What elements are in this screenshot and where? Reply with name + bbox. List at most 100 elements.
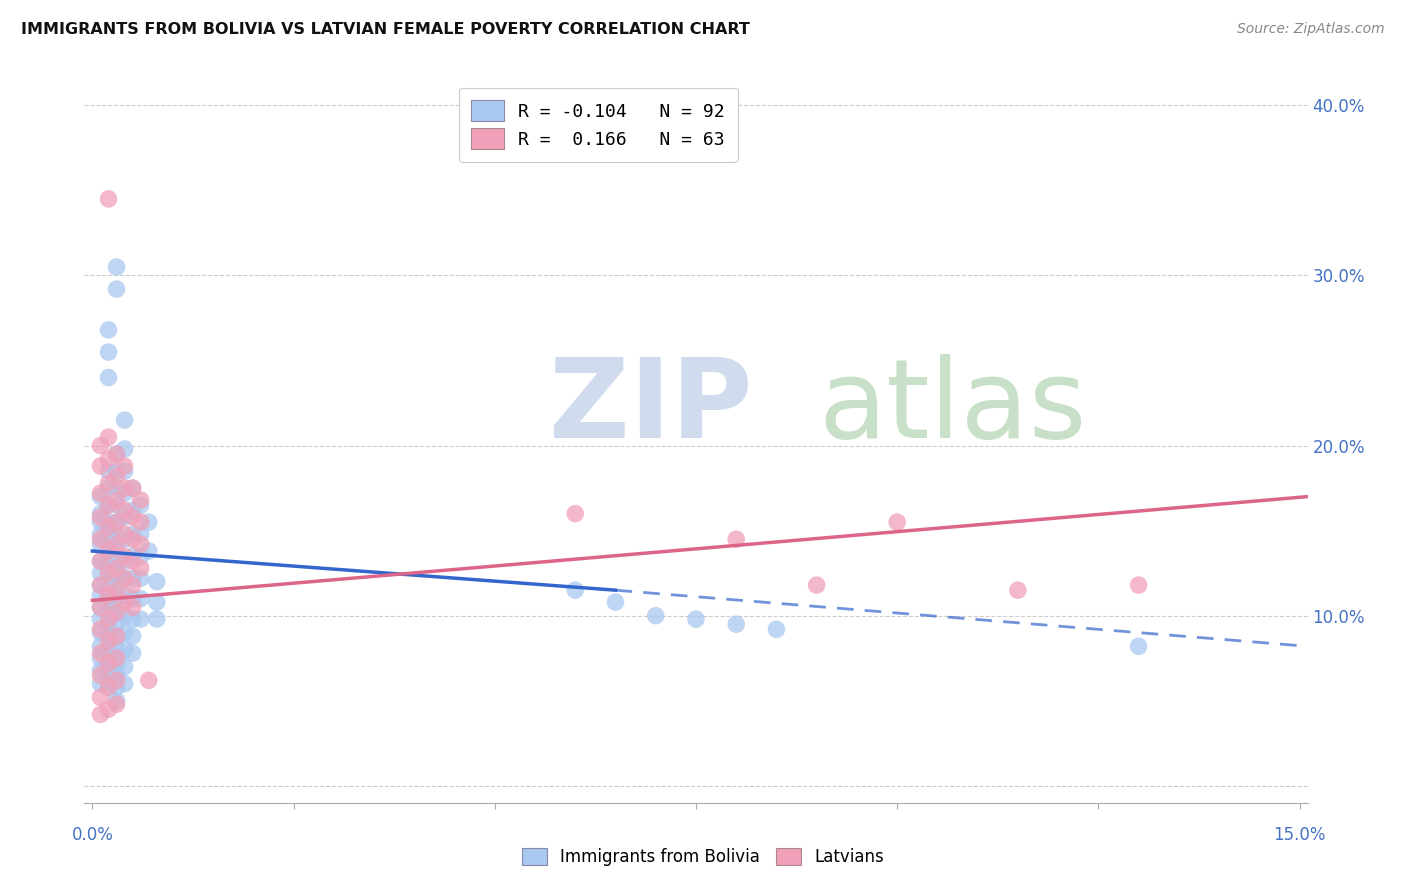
Point xyxy=(114,413,136,427)
Point xyxy=(121,532,143,546)
Point xyxy=(114,503,136,517)
Point xyxy=(105,537,128,551)
Point xyxy=(105,578,128,592)
Point xyxy=(564,507,586,521)
Point xyxy=(89,640,111,654)
Point xyxy=(121,554,143,568)
Point xyxy=(97,642,120,657)
Point xyxy=(114,625,136,640)
Point xyxy=(89,515,111,529)
Point xyxy=(105,605,128,619)
Point xyxy=(89,458,111,473)
Point xyxy=(121,571,143,585)
Point xyxy=(89,612,111,626)
Point xyxy=(97,498,120,512)
Point xyxy=(97,566,120,581)
Point xyxy=(114,677,136,691)
Point xyxy=(121,527,143,541)
Point xyxy=(97,657,120,671)
Point xyxy=(105,515,128,529)
Point xyxy=(114,464,136,478)
Point xyxy=(105,554,128,568)
Point xyxy=(105,527,128,541)
Point xyxy=(806,578,828,592)
Point xyxy=(89,486,111,500)
Point xyxy=(105,697,128,711)
Point xyxy=(121,612,143,626)
Point xyxy=(605,595,627,609)
Point xyxy=(105,447,128,461)
Point xyxy=(105,680,128,694)
Point xyxy=(138,515,160,529)
Point xyxy=(89,690,111,705)
Point xyxy=(105,651,128,665)
Point xyxy=(105,561,128,575)
Point xyxy=(89,532,111,546)
Point xyxy=(121,481,143,495)
Point xyxy=(564,583,586,598)
Point xyxy=(97,541,120,555)
Point xyxy=(121,510,143,524)
Point xyxy=(89,600,111,615)
Point xyxy=(89,537,111,551)
Point xyxy=(138,544,160,558)
Point xyxy=(105,493,128,508)
Point xyxy=(97,452,120,467)
Point xyxy=(105,668,128,682)
Point xyxy=(89,646,111,660)
Point xyxy=(89,651,111,665)
Point xyxy=(89,600,111,615)
Point xyxy=(89,510,111,524)
Point xyxy=(89,707,111,722)
Legend: Immigrants from Bolivia, Latvians: Immigrants from Bolivia, Latvians xyxy=(515,841,891,873)
Point xyxy=(121,503,143,517)
Point xyxy=(97,605,120,619)
Point xyxy=(97,498,120,512)
Point xyxy=(114,554,136,568)
Point xyxy=(89,663,111,677)
Point xyxy=(89,490,111,504)
Point xyxy=(114,481,136,495)
Point xyxy=(129,612,152,626)
Point xyxy=(105,617,128,632)
Point xyxy=(97,430,120,444)
Point xyxy=(97,475,120,490)
Point xyxy=(129,561,152,575)
Point xyxy=(89,668,111,682)
Text: atlas: atlas xyxy=(818,354,1087,461)
Point xyxy=(97,629,120,643)
Point xyxy=(114,527,136,541)
Point xyxy=(89,554,111,568)
Point xyxy=(121,600,143,615)
Point xyxy=(97,578,120,592)
Point xyxy=(121,591,143,606)
Point xyxy=(138,673,160,688)
Point xyxy=(121,646,143,660)
Point xyxy=(89,507,111,521)
Point xyxy=(1007,583,1029,598)
Point xyxy=(114,532,136,546)
Text: ZIP: ZIP xyxy=(550,354,752,461)
Point xyxy=(89,566,111,581)
Point xyxy=(105,657,128,671)
Text: 0.0%: 0.0% xyxy=(72,826,114,844)
Point xyxy=(121,629,143,643)
Point xyxy=(129,527,152,541)
Point xyxy=(146,574,169,589)
Point xyxy=(97,591,120,606)
Point xyxy=(105,515,128,529)
Point xyxy=(114,458,136,473)
Legend: R = -0.104   N = 92, R =  0.166   N = 63: R = -0.104 N = 92, R = 0.166 N = 63 xyxy=(458,87,738,162)
Point xyxy=(105,583,128,598)
Point xyxy=(97,680,120,694)
Point xyxy=(97,617,120,632)
Point xyxy=(105,282,128,296)
Point xyxy=(97,345,120,359)
Point xyxy=(129,498,152,512)
Text: IMMIGRANTS FROM BOLIVIA VS LATVIAN FEMALE POVERTY CORRELATION CHART: IMMIGRANTS FROM BOLIVIA VS LATVIAN FEMAL… xyxy=(21,22,749,37)
Point xyxy=(89,527,111,541)
Point xyxy=(97,588,120,602)
Point xyxy=(114,571,136,585)
Point xyxy=(146,595,169,609)
Point xyxy=(97,702,120,716)
